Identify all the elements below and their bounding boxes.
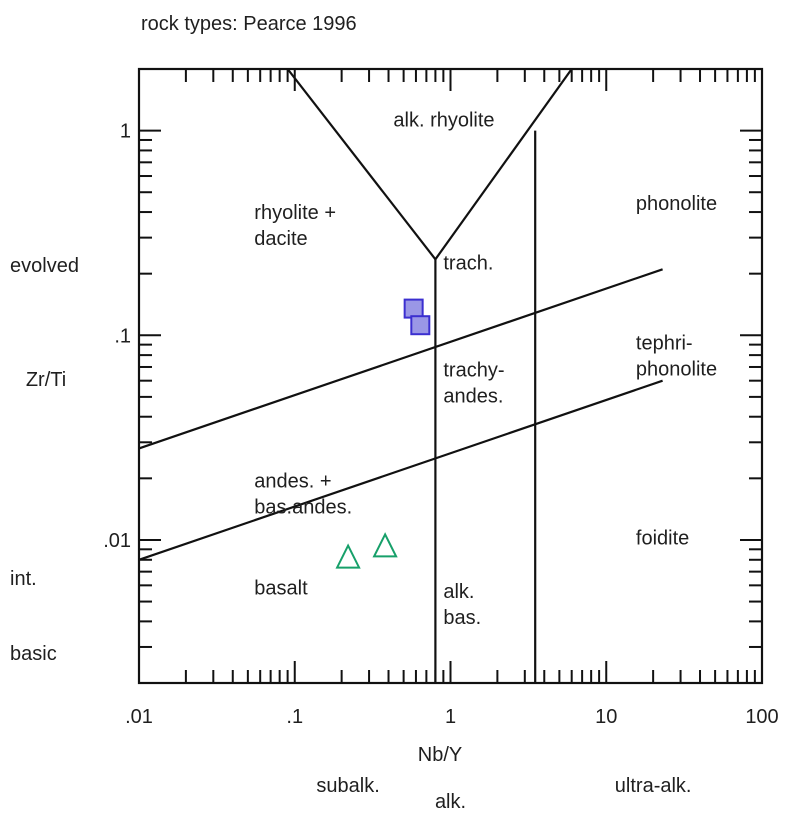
y-tick-label: .1 — [114, 325, 131, 347]
triangle-point — [372, 532, 398, 558]
square-point — [410, 315, 431, 336]
field-label: tephri-phonolite — [636, 333, 717, 381]
field-label: alk. bas. — [443, 581, 481, 629]
field-label: andes. + bas.andes. — [254, 471, 352, 519]
x-axis-title: Nb/Y — [418, 744, 462, 766]
x-tick-label: .01 — [125, 706, 153, 728]
x-tick-label: 100 — [745, 706, 778, 728]
x-bottom-label: alk. — [435, 791, 466, 813]
chart-title: rock types: Pearce 1996 — [141, 13, 357, 35]
field-boundary-line — [286, 69, 437, 260]
y-side-label: basic — [10, 643, 57, 665]
field-label: alk. rhyolite — [393, 109, 494, 131]
field-label: basalt — [254, 578, 308, 600]
field-boundary-line — [139, 268, 663, 450]
y-side-label: int. — [10, 568, 37, 590]
field-boundary-line — [434, 69, 573, 260]
x-tick-label: 1 — [445, 706, 456, 728]
square-point — [403, 298, 424, 319]
data-points — [335, 298, 431, 569]
field-labels: alk. rhyolite rhyolite + dacite phonolite tr… — [254, 109, 717, 629]
field-label: foidite — [636, 528, 689, 550]
y-axis-title: Zr/Ti — [26, 369, 66, 391]
field-label: trach. — [443, 252, 493, 274]
field-label: rhyolite + dacite — [254, 202, 336, 250]
field-label: trachy-andes. — [443, 359, 504, 407]
field-label: phonolite — [636, 193, 717, 215]
field-boundaries — [139, 69, 663, 683]
axis-ticks — [138, 68, 762, 684]
x-tick-label: 10 — [595, 706, 617, 728]
y-side-label: evolved — [10, 255, 79, 277]
field-boundary-line — [139, 379, 663, 561]
x-bottom-label: subalk. — [316, 775, 379, 797]
x-tick-label: .1 — [286, 706, 303, 728]
axis-labels: .01 .1 1 10 100 1 .1 .01 evolved int. basic subalk.… — [10, 121, 779, 813]
y-tick-label: 1 — [120, 121, 131, 143]
y-tick-label: .01 — [103, 530, 131, 552]
x-bottom-label: ultra-alk. — [615, 775, 692, 797]
triangle-point — [335, 543, 361, 569]
